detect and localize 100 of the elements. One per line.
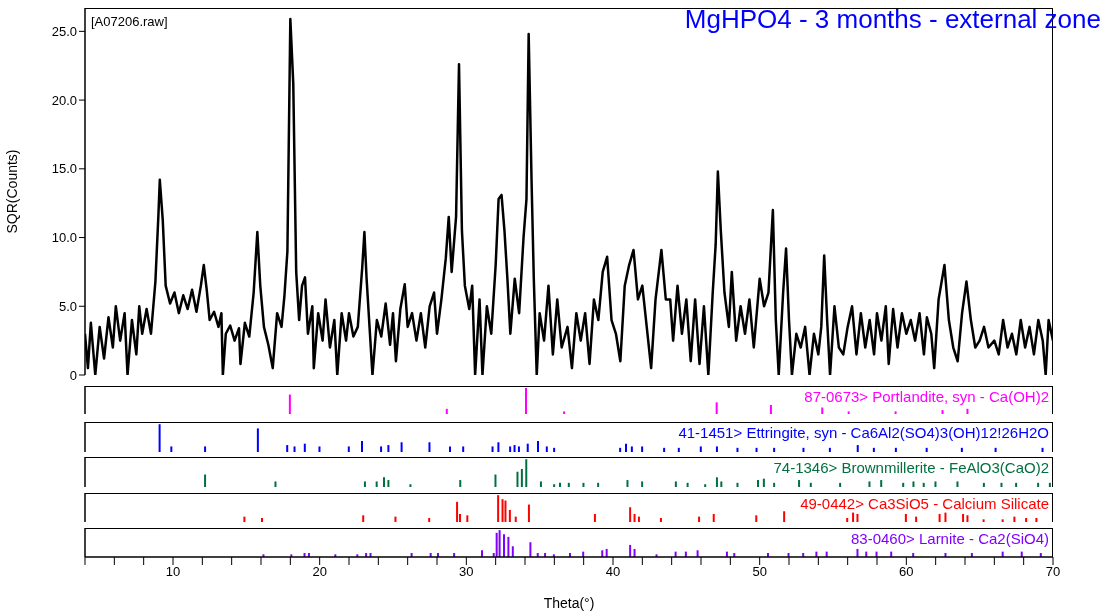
bar bbox=[409, 484, 412, 487]
bar bbox=[663, 447, 666, 452]
bar bbox=[872, 447, 875, 452]
bar bbox=[449, 446, 451, 452]
bar bbox=[821, 407, 824, 414]
bar bbox=[445, 408, 448, 414]
bar bbox=[755, 447, 758, 452]
y-axis-title: SQR(Counts) bbox=[3, 149, 20, 234]
bar bbox=[428, 442, 431, 452]
bar bbox=[601, 550, 604, 557]
bar bbox=[641, 481, 644, 487]
series-label: 74-1346> Brownmillerite - FeAlO3(CaO)2 bbox=[773, 459, 1049, 476]
bar bbox=[982, 519, 985, 522]
bar bbox=[387, 480, 390, 487]
bar bbox=[553, 447, 556, 452]
series-label: 83-0460> Larnite - Ca2(SiO4) bbox=[850, 530, 1049, 547]
bar bbox=[525, 388, 527, 414]
bar bbox=[459, 480, 462, 487]
bar bbox=[380, 446, 383, 452]
bar bbox=[757, 480, 759, 487]
bar bbox=[944, 512, 947, 522]
x-tick-label: 20 bbox=[312, 564, 327, 580]
bar bbox=[962, 513, 965, 522]
bar bbox=[513, 445, 516, 452]
bar bbox=[516, 471, 519, 487]
bar bbox=[674, 481, 677, 487]
bar bbox=[755, 515, 758, 522]
bar bbox=[934, 481, 937, 487]
bar bbox=[715, 477, 718, 487]
bar bbox=[545, 446, 548, 452]
series-label: 87-0673> Portlandite, syn - Ca(OH)2 bbox=[804, 388, 1049, 405]
bar bbox=[880, 480, 883, 487]
bar bbox=[361, 440, 363, 452]
bar bbox=[563, 411, 566, 414]
bar bbox=[494, 474, 497, 487]
bar bbox=[938, 513, 941, 522]
bar bbox=[1001, 519, 1004, 522]
bar bbox=[712, 513, 715, 522]
bar bbox=[686, 482, 689, 487]
y-tick-label: 20.0 bbox=[51, 92, 77, 108]
y-tick-label: 15.0 bbox=[51, 161, 77, 177]
bar bbox=[1015, 482, 1018, 487]
bar bbox=[704, 484, 707, 487]
bar bbox=[641, 446, 644, 452]
bar bbox=[852, 512, 855, 522]
x-tick-label: 30 bbox=[459, 564, 474, 580]
x-tick-label: 40 bbox=[605, 564, 621, 580]
bar bbox=[696, 550, 699, 557]
bar bbox=[527, 504, 530, 522]
bar bbox=[736, 482, 739, 487]
bar bbox=[769, 404, 772, 414]
bar bbox=[1000, 482, 1003, 487]
bar bbox=[1035, 517, 1038, 522]
bar bbox=[637, 516, 640, 522]
bar bbox=[466, 515, 469, 522]
bar bbox=[922, 482, 925, 487]
bar bbox=[633, 513, 636, 522]
bar bbox=[798, 480, 801, 487]
bar bbox=[347, 446, 350, 452]
bar bbox=[383, 477, 385, 487]
series-label: 41-1451> Ettringite, syn - Ca6Al2(SO4)3(OH)12!26H2O bbox=[678, 424, 1049, 441]
bar bbox=[960, 447, 963, 452]
bar bbox=[966, 408, 969, 414]
bar bbox=[508, 509, 511, 522]
bar bbox=[303, 443, 306, 452]
bar bbox=[629, 507, 632, 522]
bar bbox=[902, 482, 905, 487]
bar bbox=[659, 517, 662, 522]
bar bbox=[966, 515, 969, 522]
bar bbox=[526, 443, 529, 452]
bar bbox=[261, 517, 263, 522]
y-tick-label: 0 bbox=[69, 367, 77, 383]
bar bbox=[204, 446, 207, 452]
bar bbox=[941, 410, 944, 414]
bar bbox=[497, 442, 500, 452]
bar bbox=[170, 446, 173, 452]
bar bbox=[158, 424, 161, 452]
bar bbox=[699, 446, 702, 452]
bar bbox=[846, 517, 849, 522]
y-tick-label: 25.0 bbox=[51, 23, 77, 39]
y-tick-label: 5.0 bbox=[58, 298, 77, 314]
bar bbox=[509, 446, 512, 452]
bar bbox=[362, 515, 365, 522]
bar bbox=[274, 481, 277, 487]
bar bbox=[498, 530, 501, 557]
x-tick-label: 70 bbox=[1045, 564, 1061, 580]
bar bbox=[318, 446, 321, 452]
bar bbox=[503, 534, 505, 557]
bar bbox=[501, 499, 504, 522]
bar bbox=[529, 542, 532, 557]
bar bbox=[625, 443, 627, 452]
bar bbox=[856, 445, 859, 452]
bar bbox=[629, 544, 632, 557]
bar bbox=[894, 411, 897, 414]
bar bbox=[715, 402, 718, 414]
bar bbox=[809, 482, 812, 487]
bar bbox=[428, 517, 431, 522]
bar bbox=[956, 481, 959, 487]
bar bbox=[481, 550, 483, 557]
bar bbox=[994, 447, 997, 452]
